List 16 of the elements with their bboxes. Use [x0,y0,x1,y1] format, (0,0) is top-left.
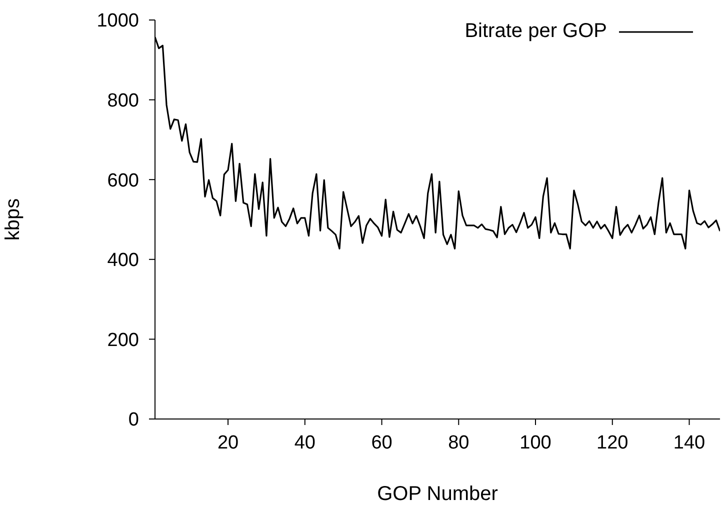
legend-label: Bitrate per GOP [464,20,607,43]
y-axis-title: kbps [2,198,24,241]
y-tick-label: 400 [107,250,139,272]
x-tick-label: 120 [596,432,628,454]
x-tick-label: 60 [371,432,392,454]
y-tick-label: 200 [107,330,139,351]
y-tick-label: 0 [128,410,139,431]
x-tick-label: 40 [294,432,316,454]
x-tick-label: 80 [448,432,470,454]
y-tick-label: 1000 [96,10,139,32]
x-tick-label: 140 [673,432,706,454]
x-axis-title: GOP Number [377,483,498,505]
y-tick-label: 800 [107,90,139,112]
x-tick-label: 100 [520,432,552,454]
y-tick-label: 600 [107,170,139,192]
x-tick-label: 20 [217,432,239,454]
